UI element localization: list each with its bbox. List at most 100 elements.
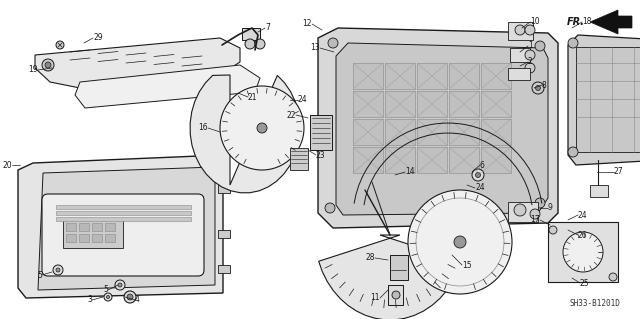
Bar [508,202,538,222]
Text: 15: 15 [462,261,472,270]
Bar [576,47,640,152]
Circle shape [245,39,255,49]
Polygon shape [336,43,548,215]
Text: 8: 8 [542,80,547,90]
Circle shape [525,50,535,60]
Circle shape [127,294,133,300]
Bar [417,63,447,89]
Circle shape [45,62,51,68]
Text: 23: 23 [316,151,326,160]
Bar [56,205,191,209]
Text: 12: 12 [303,19,312,28]
Bar [385,63,415,89]
Text: 19: 19 [28,65,38,75]
Circle shape [609,273,617,281]
Bar [481,147,511,173]
Text: 5: 5 [37,271,42,279]
Circle shape [392,291,400,299]
Circle shape [328,38,338,48]
Bar [481,63,511,89]
Text: 21: 21 [248,93,257,101]
Circle shape [124,291,136,303]
Bar [390,255,408,280]
Circle shape [408,190,512,294]
Circle shape [115,280,125,290]
Polygon shape [190,75,300,193]
Bar [56,211,191,215]
Circle shape [56,41,64,49]
Bar [310,115,332,150]
Text: 14: 14 [405,167,415,176]
Polygon shape [75,65,260,108]
Circle shape [549,226,557,234]
Polygon shape [35,38,240,88]
Bar [449,147,479,173]
Bar [218,265,230,273]
Circle shape [104,293,112,301]
Bar [63,220,123,248]
Circle shape [515,25,525,35]
Text: 27: 27 [614,167,623,176]
FancyBboxPatch shape [42,194,204,276]
Polygon shape [318,28,558,228]
Bar [417,119,447,145]
Bar [353,63,383,89]
Bar [353,119,383,145]
Circle shape [536,85,541,91]
Bar [449,63,479,89]
Circle shape [257,123,267,133]
Bar [388,285,403,305]
Bar [481,119,511,145]
Polygon shape [590,10,632,34]
Circle shape [535,41,545,51]
Circle shape [42,59,54,71]
Circle shape [535,198,545,208]
Bar [66,234,76,242]
Circle shape [530,209,540,219]
Bar [353,91,383,117]
Bar [218,185,230,193]
Text: 24: 24 [475,183,484,192]
Bar [481,91,511,117]
Circle shape [472,169,484,181]
Bar [449,91,479,117]
Bar [66,223,76,231]
Circle shape [525,25,535,35]
Text: 10: 10 [530,18,540,26]
Circle shape [525,63,535,73]
Text: 11: 11 [371,293,380,302]
Text: 25: 25 [580,278,589,287]
Bar [242,28,260,40]
Circle shape [255,39,265,49]
Bar [417,147,447,173]
Text: 9: 9 [548,204,553,212]
Circle shape [568,147,578,157]
Bar [508,22,533,40]
Bar [290,148,308,170]
Text: 26: 26 [578,231,588,240]
Bar [510,48,530,62]
Circle shape [532,82,544,94]
Circle shape [325,203,335,213]
Bar [590,185,608,197]
Text: 18: 18 [582,18,591,26]
Text: 3: 3 [87,295,92,305]
Bar [218,230,230,238]
Bar [79,234,89,242]
Bar [385,147,415,173]
Text: 16: 16 [198,123,208,132]
Bar [548,222,618,282]
Circle shape [568,38,578,48]
Bar [417,91,447,117]
Circle shape [220,86,304,170]
Bar [92,234,102,242]
Text: 20: 20 [3,160,12,169]
Text: 29: 29 [93,33,102,42]
Circle shape [476,173,481,177]
Polygon shape [319,235,461,319]
Polygon shape [568,35,640,165]
Text: SH33-B1201D: SH33-B1201D [569,299,620,308]
Text: 6: 6 [480,160,485,169]
Text: 22: 22 [287,110,296,120]
Text: FR.: FR. [567,17,585,27]
